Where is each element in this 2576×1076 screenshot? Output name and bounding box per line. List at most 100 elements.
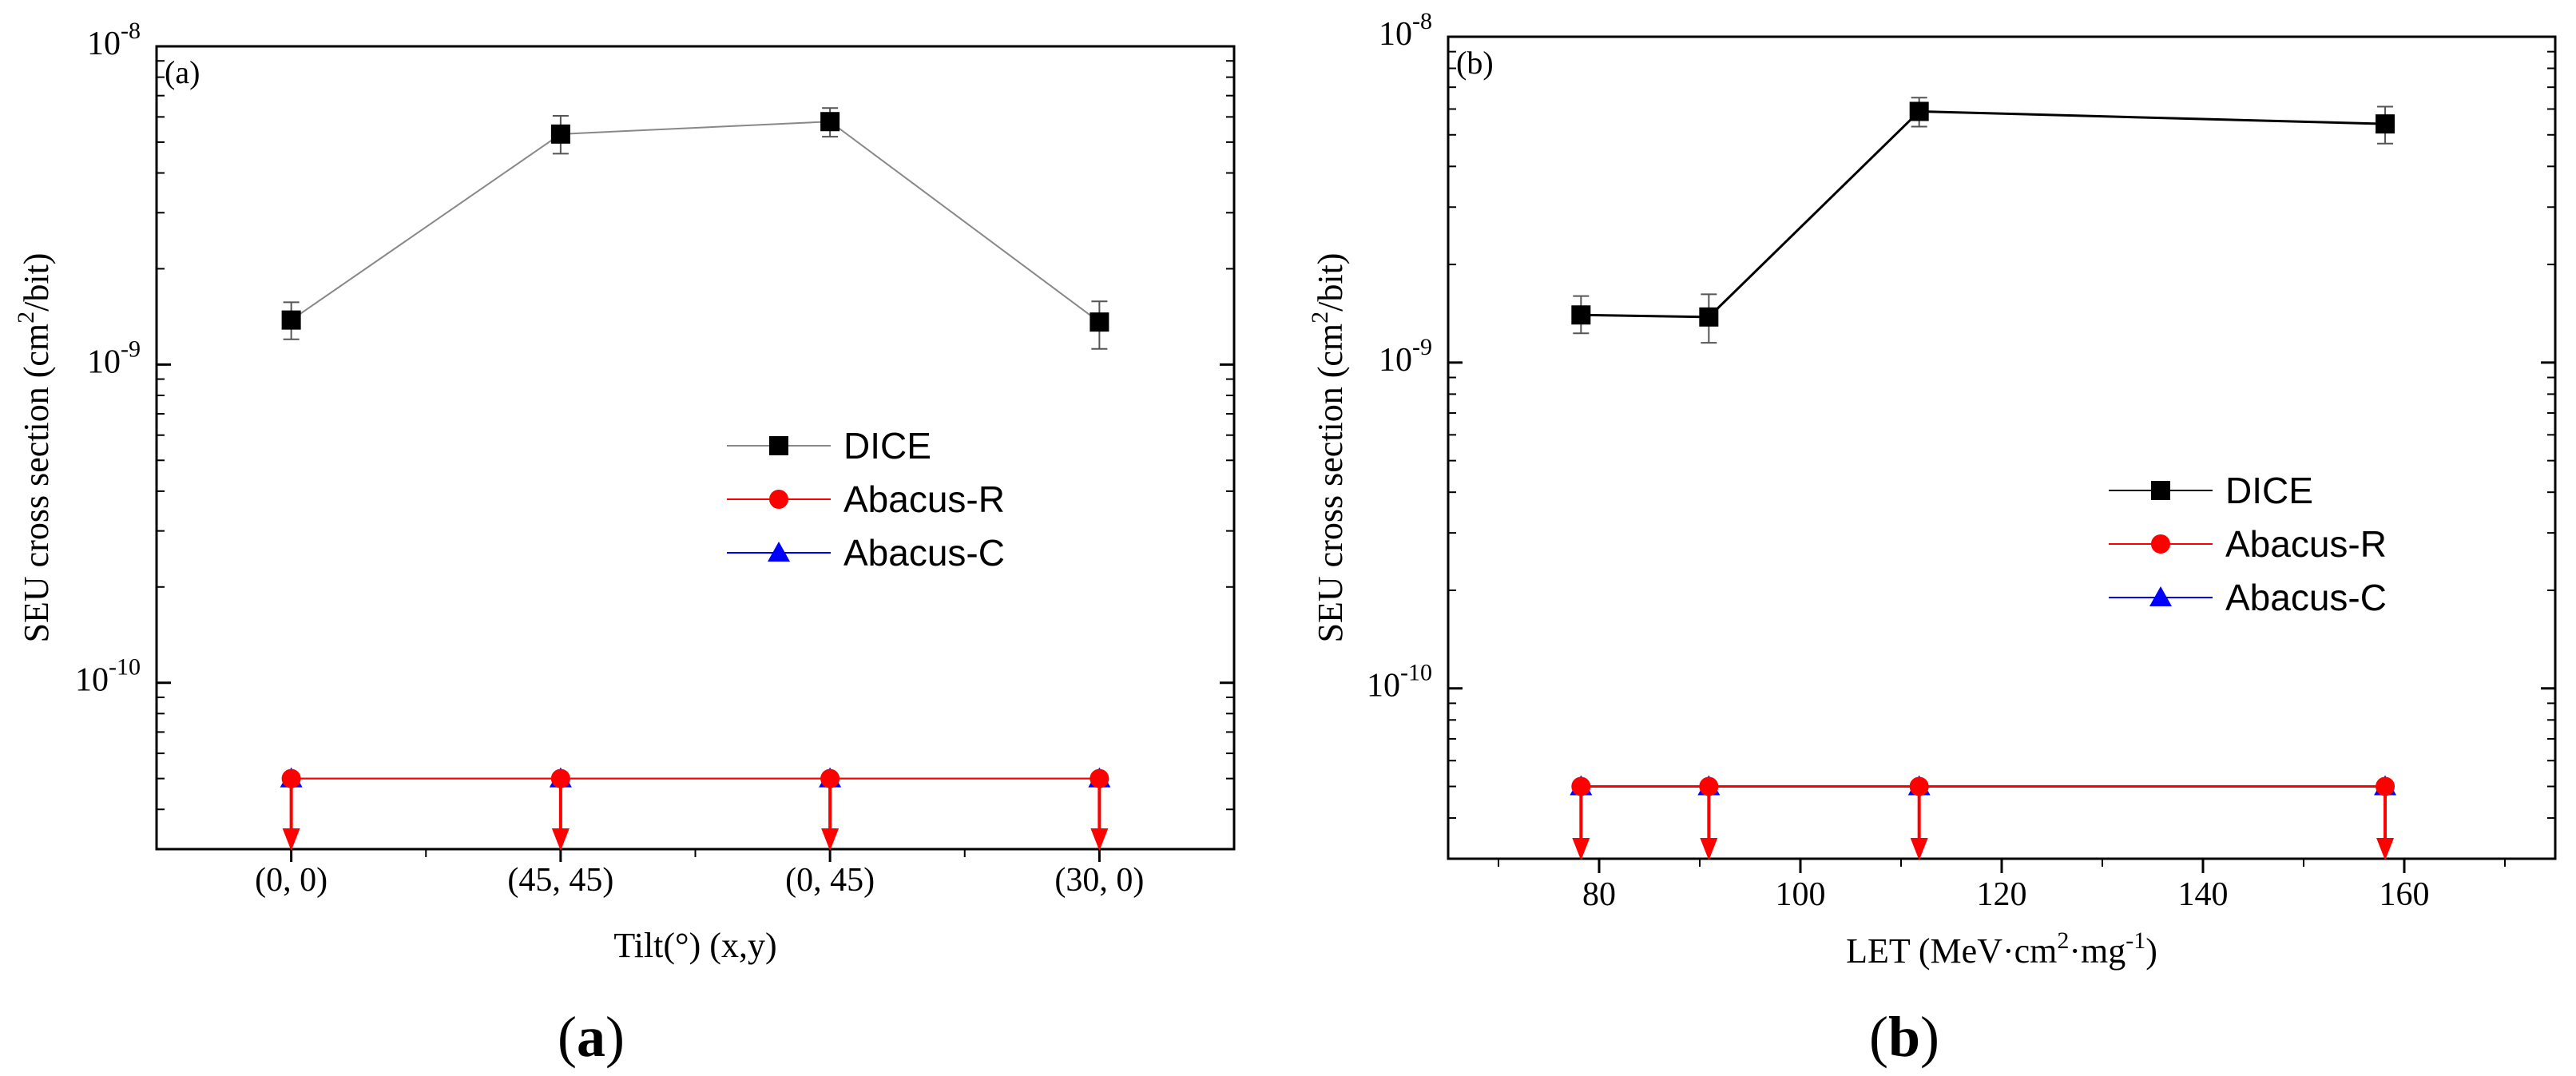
- y-tick-exponent: -9: [121, 336, 141, 362]
- panel-label: (a): [165, 54, 200, 90]
- x-tick-label: 100: [1776, 876, 1826, 913]
- y-tick-base: 10: [75, 662, 109, 699]
- data-point: [281, 310, 301, 330]
- y-tick-label: 10-9: [87, 336, 141, 380]
- x-tick-label: (0, 0): [255, 862, 327, 899]
- data-point: [1909, 776, 1929, 796]
- legend-label: Abacus-R: [843, 478, 1005, 520]
- caption-paren: (: [558, 1005, 577, 1069]
- panel-caption: (b): [1869, 1005, 1939, 1069]
- y-label-part: SEU cross section (cm: [1311, 324, 1350, 643]
- series-line: [1581, 109, 2386, 319]
- data-point: [820, 768, 840, 788]
- series-dice: [281, 107, 1109, 350]
- y-tick-exponent: -10: [109, 654, 141, 681]
- y-tick-exponent: -10: [1400, 660, 1432, 686]
- y-label-sup: 2: [13, 312, 39, 324]
- upper-limit-arrowhead: [1572, 838, 1590, 860]
- y-tick-base: 10: [1367, 668, 1400, 705]
- x-tick-label: 140: [2178, 876, 2229, 913]
- y-tick-exponent: -8: [121, 18, 141, 44]
- y-label-part: /bit): [1311, 253, 1350, 312]
- series-line: [291, 121, 1100, 323]
- data-point: [2376, 776, 2395, 796]
- data-point: [1699, 776, 1719, 796]
- y-tick-exponent: -8: [1412, 8, 1432, 34]
- x-label-part: LET (MeV·cm: [1846, 931, 2057, 971]
- x-label-part: ·mg: [2069, 931, 2125, 971]
- upper-limit-arrowhead: [282, 828, 300, 851]
- legend-label: Abacus-C: [2225, 577, 2387, 618]
- y-tick-base: 10: [1379, 16, 1412, 53]
- x-label-sup: 2: [2057, 927, 2069, 954]
- caption-letter: a: [577, 1005, 605, 1069]
- y-axis-label: SEU cross section (cm2/bit): [13, 253, 56, 643]
- data-point: [1571, 776, 1591, 796]
- x-axis-label: LET (MeV·cm2·mg-1): [1846, 927, 2157, 971]
- caption-letter: b: [1888, 1005, 1920, 1069]
- x-label-part: ): [2145, 931, 2157, 971]
- x-tick-label: 120: [1977, 876, 2027, 913]
- y-tick-base: 10: [87, 343, 121, 380]
- caption-paren: ): [605, 1005, 625, 1069]
- legend-label: DICE: [843, 425, 931, 467]
- x-label-sup: -1: [2125, 927, 2145, 954]
- data-point: [550, 124, 570, 144]
- data-point: [550, 768, 570, 788]
- series-abacus-r: [281, 768, 1109, 851]
- panel-label: (b): [1456, 45, 1494, 81]
- plot-frame: [1447, 35, 2557, 860]
- legend-marker: [769, 436, 788, 455]
- data-point: [1090, 312, 1109, 332]
- caption-paren: (: [1869, 1005, 1888, 1069]
- legend-label: Abacus-R: [2225, 523, 2387, 565]
- y-label-part: SEU cross section (cm: [17, 324, 56, 643]
- x-tick-label: 160: [2380, 876, 2430, 913]
- series-abacus-c: [280, 767, 1111, 788]
- x-tick-label: 80: [1582, 876, 1616, 913]
- y-axis-label: SEU cross section (cm2/bit): [1307, 253, 1350, 643]
- data-point: [820, 112, 840, 132]
- x-tick-label: (0, 45): [785, 862, 875, 899]
- data-point: [1571, 305, 1591, 325]
- data-point: [1699, 307, 1719, 327]
- data-point: [1090, 768, 1109, 788]
- x-tick-label: (30, 0): [1054, 862, 1144, 899]
- y-tick-label: 10-9: [1379, 334, 1432, 379]
- legend-label: Abacus-C: [843, 532, 1005, 574]
- upper-limit-arrowhead: [1910, 838, 1928, 860]
- upper-limit-arrowhead: [1700, 838, 1718, 860]
- y-tick-label: 10-10: [75, 654, 141, 699]
- legend-marker: [2151, 481, 2170, 500]
- legend-label: DICE: [2225, 470, 2313, 511]
- y-label-sup: 2: [1307, 312, 1333, 324]
- y-tick-base: 10: [1379, 342, 1412, 379]
- legend: DICE Abacus-R Abacus-C: [2109, 470, 2387, 618]
- y-tick-label: 10-8: [1379, 8, 1432, 53]
- legend-marker: [2149, 586, 2172, 606]
- data-point: [2376, 114, 2395, 134]
- upper-limit-arrowhead: [821, 828, 839, 851]
- y-tick-base: 10: [87, 26, 121, 62]
- legend-marker: [769, 490, 788, 509]
- series-dice: [1571, 97, 2395, 344]
- plot-frame: [155, 45, 1236, 851]
- y-tick-exponent: -9: [1412, 334, 1432, 360]
- upper-limit-arrowhead: [2376, 838, 2395, 860]
- y-tick-label: 10-10: [1367, 660, 1432, 705]
- legend-marker: [2151, 534, 2170, 554]
- caption-paren: ): [1920, 1005, 1939, 1069]
- data-point: [281, 768, 301, 788]
- x-axis-label: Tilt(°) (x,y): [613, 926, 776, 965]
- panel-caption: (a): [558, 1005, 625, 1069]
- series-abacus-r: [1571, 776, 2395, 860]
- upper-limit-arrowhead: [1090, 828, 1109, 851]
- chart-panel-a: 10-810-910-10(0, 0) (45, 45) (0, 45) (30, 0…: [13, 18, 1236, 965]
- legend-marker: [768, 542, 790, 562]
- legend: DICE Abacus-R Abacus-C: [727, 425, 1005, 574]
- x-tick-label: (45, 45): [507, 862, 613, 899]
- upper-limit-arrowhead: [551, 828, 570, 851]
- y-tick-label: 10-8: [87, 18, 141, 62]
